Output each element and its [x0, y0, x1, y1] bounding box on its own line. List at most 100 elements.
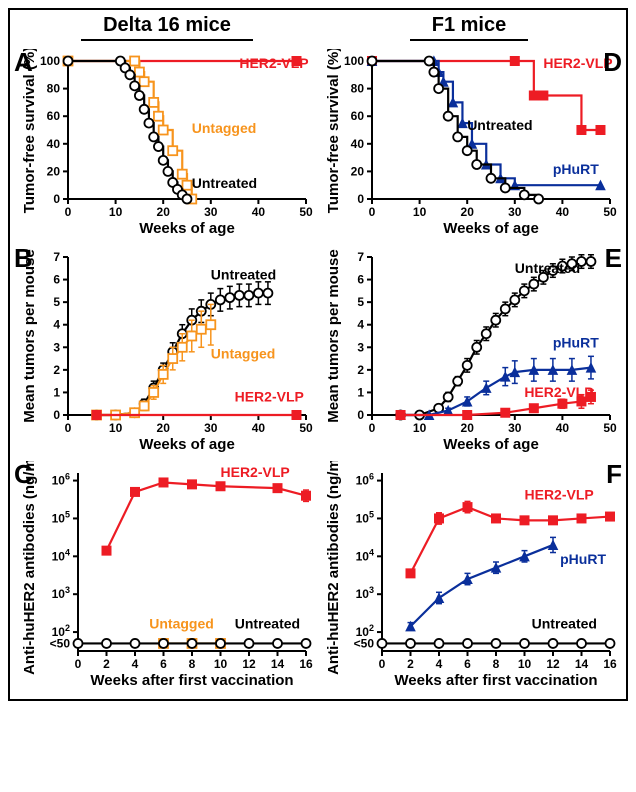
svg-text:103: 103: [52, 585, 70, 601]
svg-text:Untreated: Untreated: [515, 260, 580, 276]
svg-text:12: 12: [242, 657, 256, 671]
svg-text:Untreated: Untreated: [235, 615, 300, 631]
svg-text:20: 20: [157, 421, 171, 435]
svg-text:3: 3: [357, 340, 364, 354]
svg-text:30: 30: [204, 205, 218, 219]
svg-text:20: 20: [461, 421, 475, 435]
svg-text:100: 100: [344, 54, 364, 68]
svg-text:12: 12: [546, 657, 560, 671]
panel-label-E: E: [605, 243, 622, 274]
svg-text:1: 1: [357, 385, 364, 399]
svg-text:16: 16: [299, 657, 313, 671]
svg-text:5: 5: [53, 295, 60, 309]
svg-text:Untreated: Untreated: [467, 117, 532, 133]
svg-text:Weeks of age: Weeks of age: [139, 436, 235, 453]
panel-C: C 0246810121416Weeks after first vaccina…: [16, 461, 316, 691]
svg-text:50: 50: [603, 205, 617, 219]
svg-text:HER2-VLP: HER2-VLP: [543, 55, 612, 71]
svg-text:40: 40: [47, 137, 61, 151]
svg-text:14: 14: [575, 657, 589, 671]
svg-text:30: 30: [508, 205, 522, 219]
svg-text:20: 20: [157, 205, 171, 219]
svg-text:7: 7: [53, 250, 60, 264]
svg-text:4: 4: [132, 657, 139, 671]
svg-text:30: 30: [204, 421, 218, 435]
panel-label-A: A: [14, 47, 33, 78]
svg-text:8: 8: [189, 657, 196, 671]
svg-text:50: 50: [299, 205, 313, 219]
svg-text:Untreated: Untreated: [192, 175, 257, 191]
svg-text:8: 8: [493, 657, 500, 671]
svg-text:1: 1: [53, 385, 60, 399]
svg-text:60: 60: [47, 109, 61, 123]
svg-text:40: 40: [556, 205, 570, 219]
panel-D: D 01020304050Weeks of age020406080100Tum…: [320, 49, 620, 239]
svg-text:2: 2: [357, 363, 364, 377]
column-headers: Delta 16 mice F1 mice: [16, 14, 620, 43]
svg-text:Anti-huHER2 antibodies (ng/ml): Anti-huHER2 antibodies (ng/ml): [325, 461, 342, 675]
svg-text:7: 7: [357, 250, 364, 264]
row-survival: A 01020304050Weeks of age020406080100Tum…: [16, 49, 620, 239]
svg-text:40: 40: [351, 137, 365, 151]
svg-text:<50: <50: [354, 636, 375, 650]
row-antibodies: C 0 2 4 6 8 10 12 14 16 Weeks after first vaccina…: [16, 461, 620, 691]
svg-text:pHuRT: pHuRT: [553, 161, 599, 177]
svg-text:Untreated: Untreated: [532, 615, 597, 631]
svg-text:4: 4: [357, 318, 364, 332]
svg-text:HER2-VLP: HER2-VLP: [525, 487, 594, 503]
svg-text:2: 2: [53, 363, 60, 377]
svg-text:6: 6: [160, 657, 167, 671]
svg-text:10: 10: [109, 421, 123, 435]
svg-text:0: 0: [65, 205, 72, 219]
svg-text:4: 4: [436, 657, 443, 671]
svg-text:0: 0: [369, 421, 376, 435]
svg-text:20: 20: [351, 164, 365, 178]
svg-text:0: 0: [65, 421, 72, 435]
svg-text:6: 6: [53, 273, 60, 287]
svg-text:105: 105: [356, 509, 374, 525]
svg-text:0: 0: [53, 192, 60, 206]
svg-text:0: 0: [369, 205, 376, 219]
svg-text:Untagged: Untagged: [192, 120, 257, 136]
svg-text:40: 40: [252, 421, 266, 435]
svg-text:HER2-VLP: HER2-VLP: [235, 388, 304, 404]
svg-text:20: 20: [47, 164, 61, 178]
svg-text:HER2-VLP: HER2-VLP: [239, 55, 308, 71]
panel-E: E 01020304050Weeks of age01234567Mean tu…: [320, 245, 620, 455]
svg-text:Untreated: Untreated: [211, 267, 276, 283]
svg-text:105: 105: [52, 509, 70, 525]
svg-text:0: 0: [53, 408, 60, 422]
svg-text:10: 10: [214, 657, 228, 671]
svg-text:HER2-VLP: HER2-VLP: [221, 464, 290, 480]
svg-text:2: 2: [103, 657, 110, 671]
svg-text:Untagged: Untagged: [211, 346, 276, 362]
svg-text:104: 104: [52, 547, 70, 563]
panel-label-B: B: [14, 243, 33, 274]
svg-text:Weeks after first vaccination: Weeks after first vaccination: [394, 672, 597, 689]
svg-text:0: 0: [379, 657, 386, 671]
svg-text:80: 80: [351, 82, 365, 96]
svg-text:10: 10: [518, 657, 532, 671]
svg-text:60: 60: [351, 109, 365, 123]
panel-B: B 01020304050Weeks of age01234567Mean tu…: [16, 245, 316, 455]
svg-text:Weeks of age: Weeks of age: [443, 436, 539, 453]
svg-text:10: 10: [413, 205, 427, 219]
svg-text:5: 5: [357, 295, 364, 309]
panel-label-C: C: [14, 459, 33, 490]
svg-text:80: 80: [47, 82, 61, 96]
panel-F: F 0246810121416Weeks after first vaccina…: [320, 461, 620, 691]
figure-container: Delta 16 mice F1 mice A 01020304050Weeks…: [8, 8, 628, 701]
svg-text:Weeks after first vaccination: Weeks after first vaccination: [90, 672, 293, 689]
svg-text:20: 20: [461, 205, 475, 219]
svg-text:50: 50: [603, 421, 617, 435]
svg-text:pHuRT: pHuRT: [553, 334, 599, 350]
svg-text:Mean tumors per mouse: Mean tumors per mouse: [325, 249, 342, 422]
svg-text:104: 104: [356, 547, 374, 563]
svg-text:106: 106: [356, 472, 374, 488]
row-tumors: B 01020304050Weeks of age01234567Mean tu…: [16, 245, 620, 455]
svg-text:10: 10: [109, 205, 123, 219]
svg-text:0: 0: [75, 657, 82, 671]
svg-text:0: 0: [357, 408, 364, 422]
col-header-left: Delta 16 mice: [16, 14, 318, 43]
panel-A: A 01020304050Weeks of age020406080100Tum…: [16, 49, 316, 239]
